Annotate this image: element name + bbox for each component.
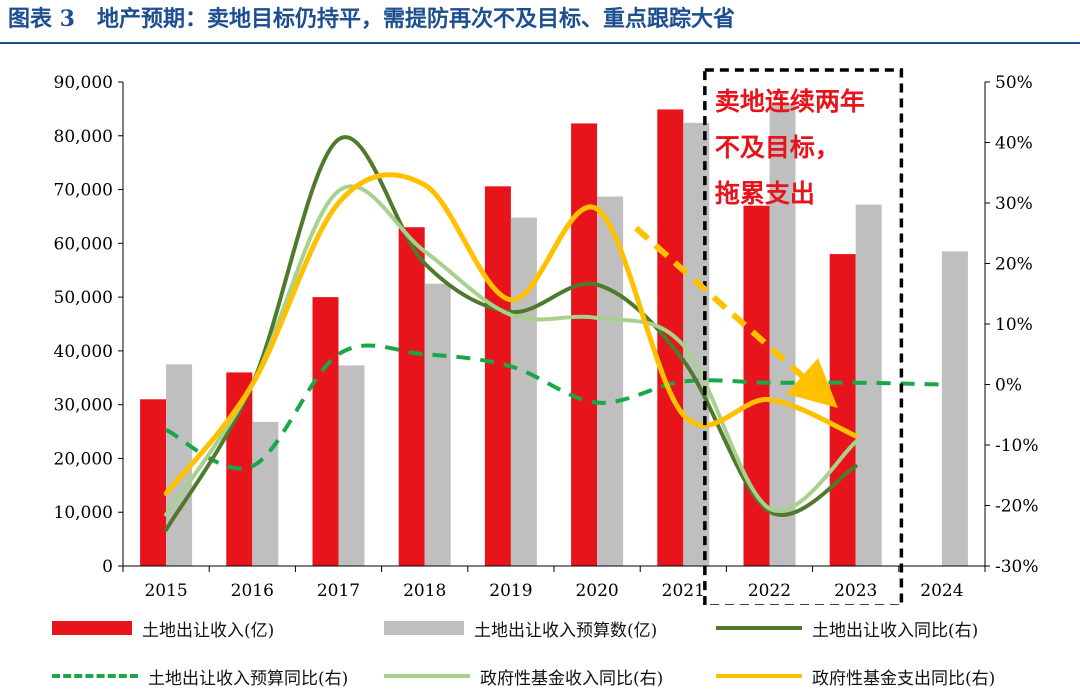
y-right-tick-label-4: 10% bbox=[995, 315, 1033, 335]
axes-layer: 0 10,000 20,000 30,000 40,000 50,000 60,000 70,… bbox=[54, 73, 1039, 601]
legend: 土地出让收入(亿) 土地出让收入预算数(亿) 土地出让收入同比(右) 土地出让收… bbox=[0, 605, 1080, 699]
line-land-yoy bbox=[164, 135, 858, 532]
legend-label-land-budget: 土地出让收入预算数(亿) bbox=[474, 620, 658, 641]
legend-swatch-fund-revenue-yoy bbox=[384, 674, 470, 678]
annotation-line-0: 卖地连续两年 bbox=[715, 87, 865, 116]
y-right-tick-label-2: -10% bbox=[995, 436, 1039, 456]
legend-item-land-budget: 土地出让收入预算数(亿) bbox=[384, 613, 657, 643]
y-right-tick-label-3: 0% bbox=[995, 376, 1022, 396]
x-tick-label-2019: 2019 bbox=[489, 581, 532, 601]
bars-layer bbox=[140, 103, 968, 567]
bar-land-budget-2018 bbox=[424, 283, 451, 566]
x-tick-label-2018: 2018 bbox=[403, 581, 446, 601]
bar-land-revenue-2017 bbox=[312, 297, 339, 566]
y-left-tick-label-2: 20,000 bbox=[54, 449, 113, 469]
y-left-tick-label-6: 60,000 bbox=[54, 234, 113, 254]
highlight-box bbox=[703, 68, 904, 605]
x-tick-label-2024: 2024 bbox=[920, 581, 963, 601]
bar-land-revenue-2019 bbox=[484, 186, 511, 566]
legend-label-fund-revenue-yoy: 政府性基金收入同比(右) bbox=[480, 668, 664, 689]
y-left-tick-label-4: 40,000 bbox=[54, 342, 113, 362]
trend-arrow bbox=[634, 225, 838, 408]
y-left-tick-label-5: 50,000 bbox=[54, 288, 113, 308]
legend-label-land-revenue: 土地出让收入(亿) bbox=[142, 620, 275, 641]
legend-label-land-yoy: 土地出让收入同比(右) bbox=[812, 620, 979, 641]
legend-item-land-yoy: 土地出让收入同比(右) bbox=[716, 613, 978, 643]
bar-land-revenue-2023 bbox=[829, 254, 856, 567]
x-tick-label-2020: 2020 bbox=[575, 581, 618, 601]
bar-land-budget-2017 bbox=[338, 365, 365, 566]
legend-label-budget-yoy: 土地出让收入预算同比(右) bbox=[148, 668, 349, 689]
legend-swatch-land-yoy bbox=[716, 626, 802, 630]
y-left-tick-label-0: 0 bbox=[102, 557, 113, 577]
y-left-tick-label-9: 90,000 bbox=[54, 73, 113, 93]
x-tick-label-2022: 2022 bbox=[748, 581, 791, 601]
title-rule bbox=[0, 42, 1080, 44]
y-right-tick-label-0: -30% bbox=[995, 557, 1039, 577]
x-tick-label-2021: 2021 bbox=[662, 581, 705, 601]
legend-item-fund-spend-yoy: 政府性基金支出同比(右) bbox=[716, 661, 995, 691]
legend-label-fund-spend-yoy: 政府性基金支出同比(右) bbox=[812, 668, 996, 689]
line-budget-yoy bbox=[165, 343, 942, 471]
bar-land-revenue-2021 bbox=[657, 109, 684, 566]
bar-land-revenue-2022 bbox=[743, 205, 770, 566]
y-left-tick-label-3: 30,000 bbox=[54, 396, 113, 416]
y-right-tick-label-8: 50% bbox=[995, 73, 1033, 93]
legend-item-fund-revenue-yoy: 政府性基金收入同比(右) bbox=[384, 661, 663, 691]
chart-title: 图表 3 地产预期：卖地目标仍持平，需提防再次不及目标、重点跟踪大省 bbox=[8, 6, 735, 32]
y-left-tick-label-7: 70,000 bbox=[54, 181, 113, 201]
legend-swatch-land-revenue bbox=[52, 621, 132, 635]
bar-land-budget-2024 bbox=[941, 251, 968, 566]
x-tick-label-2015: 2015 bbox=[144, 581, 187, 601]
legend-swatch-land-budget bbox=[384, 621, 464, 635]
bar-land-budget-2020 bbox=[597, 196, 624, 566]
y-right-tick-label-5: 20% bbox=[995, 255, 1033, 275]
bar-land-budget-2023 bbox=[855, 204, 882, 566]
y-left-tick-label-1: 10,000 bbox=[54, 503, 113, 523]
y-right-tick-label-6: 30% bbox=[995, 194, 1033, 214]
bar-land-revenue-2020 bbox=[571, 123, 598, 567]
x-tick-label-2016: 2016 bbox=[231, 581, 274, 601]
bar-land-budget-2019 bbox=[510, 217, 537, 566]
legend-swatch-budget-yoy bbox=[52, 674, 138, 678]
annotation-line-2: 拖累支出 bbox=[715, 179, 815, 208]
bar-land-revenue-2018 bbox=[398, 227, 425, 566]
x-tick-label-2023: 2023 bbox=[834, 581, 877, 601]
combo-chart: 0 10,000 20,000 30,000 40,000 50,000 60,000 70,… bbox=[54, 68, 1039, 605]
x-tick-label-2017: 2017 bbox=[317, 581, 360, 601]
lines-layer bbox=[163, 135, 942, 532]
line-fund-spend-yoy bbox=[163, 172, 859, 496]
legend-item-land-revenue: 土地出让收入(亿) bbox=[52, 613, 274, 643]
y-right-tick-label-1: -20% bbox=[995, 497, 1039, 517]
legend-swatch-fund-spend-yoy bbox=[716, 674, 802, 678]
y-right-tick-label-7: 40% bbox=[995, 134, 1033, 154]
bar-land-revenue-2015 bbox=[140, 399, 167, 566]
y-left-tick-label-8: 80,000 bbox=[54, 127, 113, 147]
annotation-line-1: 不及目标， bbox=[715, 133, 840, 162]
bar-land-budget-2022 bbox=[769, 103, 796, 566]
legend-item-budget-yoy: 土地出让收入预算同比(右) bbox=[52, 661, 348, 691]
